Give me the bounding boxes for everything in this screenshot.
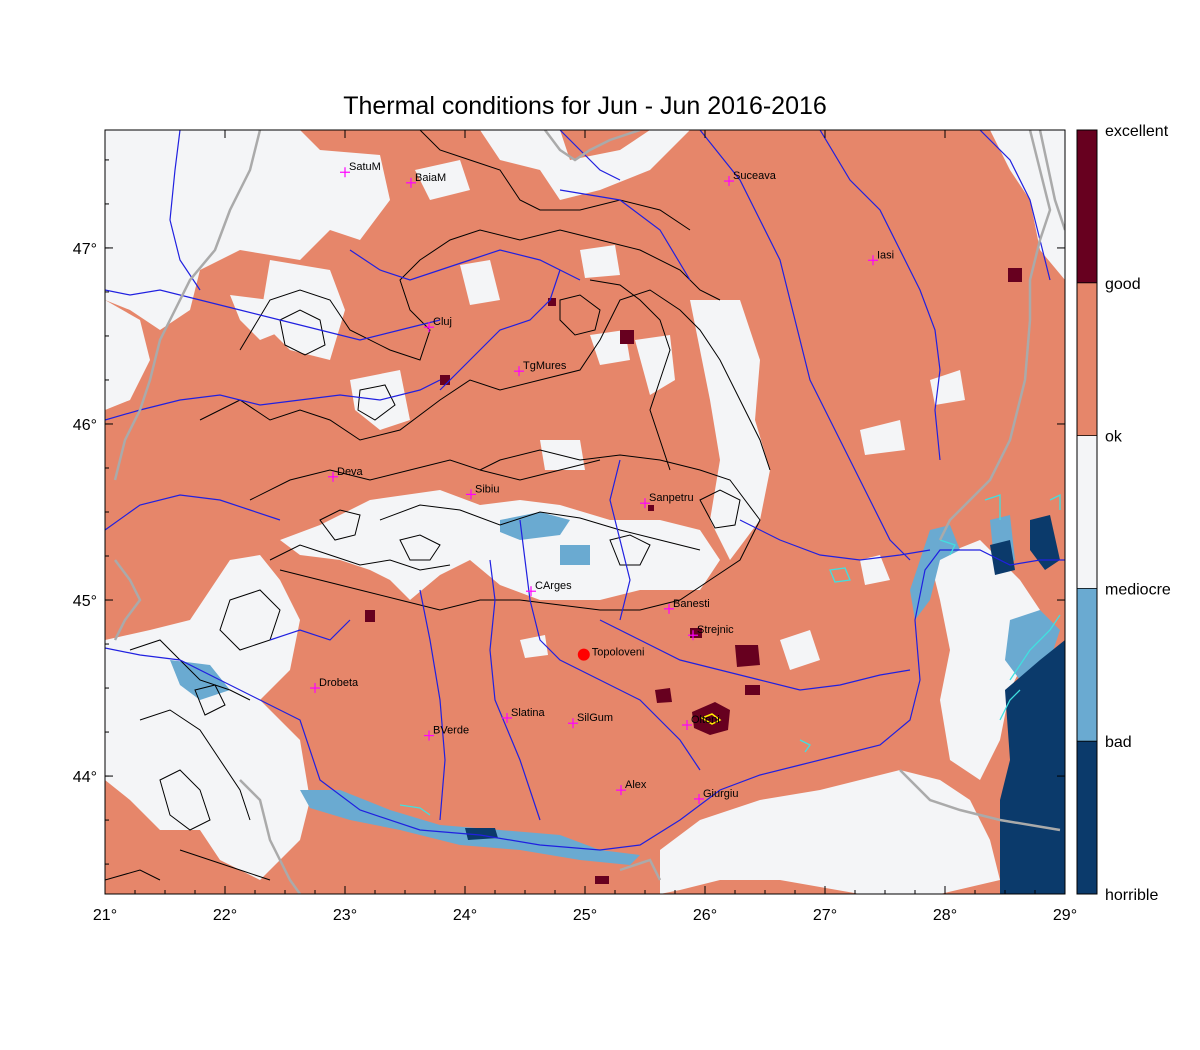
city-label: Giurgiu (703, 788, 738, 800)
colorbar-label: excellent (1105, 123, 1169, 140)
rivers (105, 130, 1065, 851)
colorbar-band (1077, 741, 1097, 894)
city-label: Drobeta (319, 677, 359, 689)
colorbar-label: good (1105, 276, 1141, 293)
country-borders (113, 130, 1065, 894)
city-label: Cluj (433, 316, 452, 328)
y-tick-label: 46° (73, 417, 97, 434)
city-label: Banesti (673, 598, 710, 610)
tick-labels: 21° 22° 23° 24° 25° 26° 27° 28° 29° 44° 45° 46° 47° (73, 241, 1077, 924)
x-tick-label: 25° (573, 907, 597, 924)
highlight-label: Topoloveni (592, 647, 645, 659)
x-tick-label: 22° (213, 907, 237, 924)
tick-marks (104, 130, 1066, 894)
highlight-location: Topoloveni (577, 647, 645, 661)
excellent-zones (365, 268, 1022, 884)
city-label: Sibiu (475, 483, 499, 495)
colorbar-label: bad (1105, 734, 1132, 751)
colorbar-band (1077, 130, 1097, 283)
bad-zones (465, 515, 1065, 894)
city-label: BaiaM (415, 172, 446, 184)
x-tick-label: 24° (453, 907, 477, 924)
x-tick-label: 21° (93, 907, 117, 924)
x-tick-label: 26° (693, 907, 717, 924)
elevation-contours (105, 130, 771, 881)
colorbar-band (1077, 282, 1097, 436)
city-label: Sanpetru (649, 492, 694, 504)
city-label: BVerde (433, 725, 469, 737)
x-tick-label: 29° (1053, 907, 1077, 924)
city-label: SatuM (349, 161, 381, 173)
colorbar-label: ok (1105, 429, 1123, 446)
city-label: Olteni (691, 714, 720, 726)
city-label: Slatina (511, 707, 546, 719)
y-tick-label: 45° (73, 593, 97, 610)
x-tick-label: 27° (813, 907, 837, 924)
colorbar-band (1077, 435, 1097, 589)
highlight-marker (577, 648, 590, 661)
city-label: Suceava (733, 170, 777, 182)
map-plot-area (105, 130, 1065, 894)
colorbar-label: mediocre (1105, 581, 1171, 598)
yellow-contour (700, 713, 722, 725)
city-markers: SatuM BaiaM Suceava Iasi Cluj TgMures Deva Sibi… (310, 161, 894, 804)
lakes-coast (399, 493, 1061, 816)
city-label: SilGum (577, 712, 613, 724)
city-label: Strejnic (697, 624, 734, 636)
map-title: Thermal conditions for Jun - Jun 2016-20… (343, 92, 827, 120)
colorbar-label: horrible (1105, 887, 1158, 904)
colorbar-band (1077, 588, 1097, 742)
y-tick-label: 47° (73, 241, 97, 258)
x-tick-label: 28° (933, 907, 957, 924)
city-label: Deva (337, 466, 364, 478)
city-label: CArges (535, 580, 572, 592)
y-tick-label: 44° (73, 769, 97, 786)
city-label: Iasi (877, 249, 894, 261)
city-label: Alex (625, 779, 647, 791)
x-tick-label: 23° (333, 907, 357, 924)
city-label: TgMures (523, 360, 567, 372)
colorbar: excellent good ok mediocre bad horrible (1076, 123, 1171, 904)
